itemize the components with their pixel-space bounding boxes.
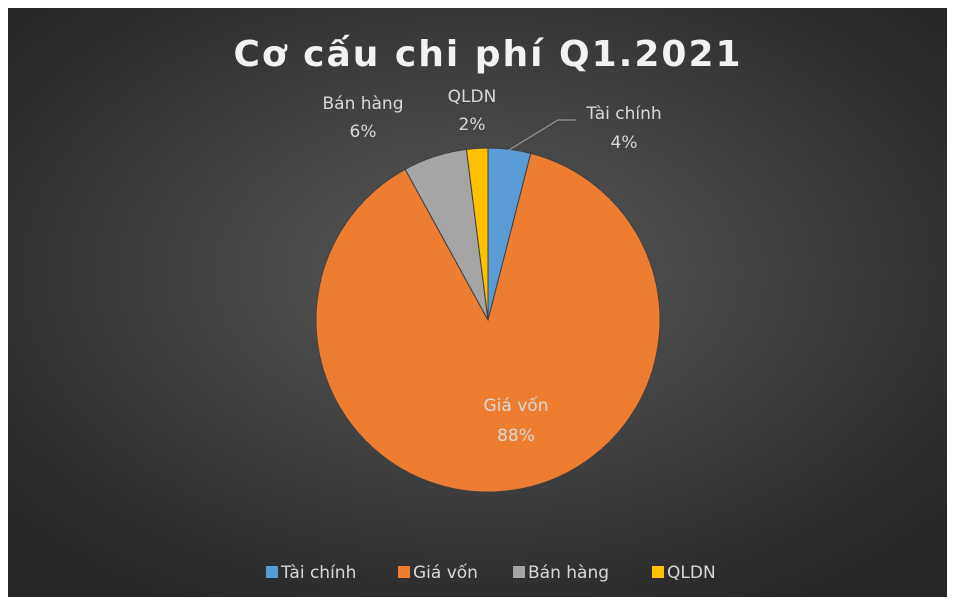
data-label-value: 6% bbox=[350, 122, 377, 142]
legend-label: Giá vốn bbox=[413, 562, 478, 583]
legend-swatch bbox=[266, 566, 278, 578]
data-label-name: QLDN bbox=[448, 87, 497, 107]
data-label-name: Bán hàng bbox=[322, 94, 403, 114]
data-label-name: Tài chính bbox=[585, 104, 661, 124]
legend-label: Tài chính bbox=[280, 563, 356, 583]
leader-line bbox=[508, 119, 576, 151]
data-label-value: 88% bbox=[497, 426, 535, 446]
pie-slice bbox=[465, 147, 489, 321]
data-label-name: Giá vốn bbox=[484, 395, 549, 416]
legend-swatch bbox=[513, 566, 525, 578]
legend-label: Bán hàng bbox=[528, 563, 609, 583]
data-label-value: 2% bbox=[459, 115, 486, 135]
chart-title: Cơ cấu chi phí Q1.2021 bbox=[233, 34, 742, 75]
legend-swatch bbox=[652, 566, 664, 578]
legend-label: QLDN bbox=[667, 563, 716, 583]
pie-slice bbox=[315, 152, 661, 493]
data-label-value: 4% bbox=[611, 133, 638, 153]
legend-swatch bbox=[398, 566, 410, 578]
